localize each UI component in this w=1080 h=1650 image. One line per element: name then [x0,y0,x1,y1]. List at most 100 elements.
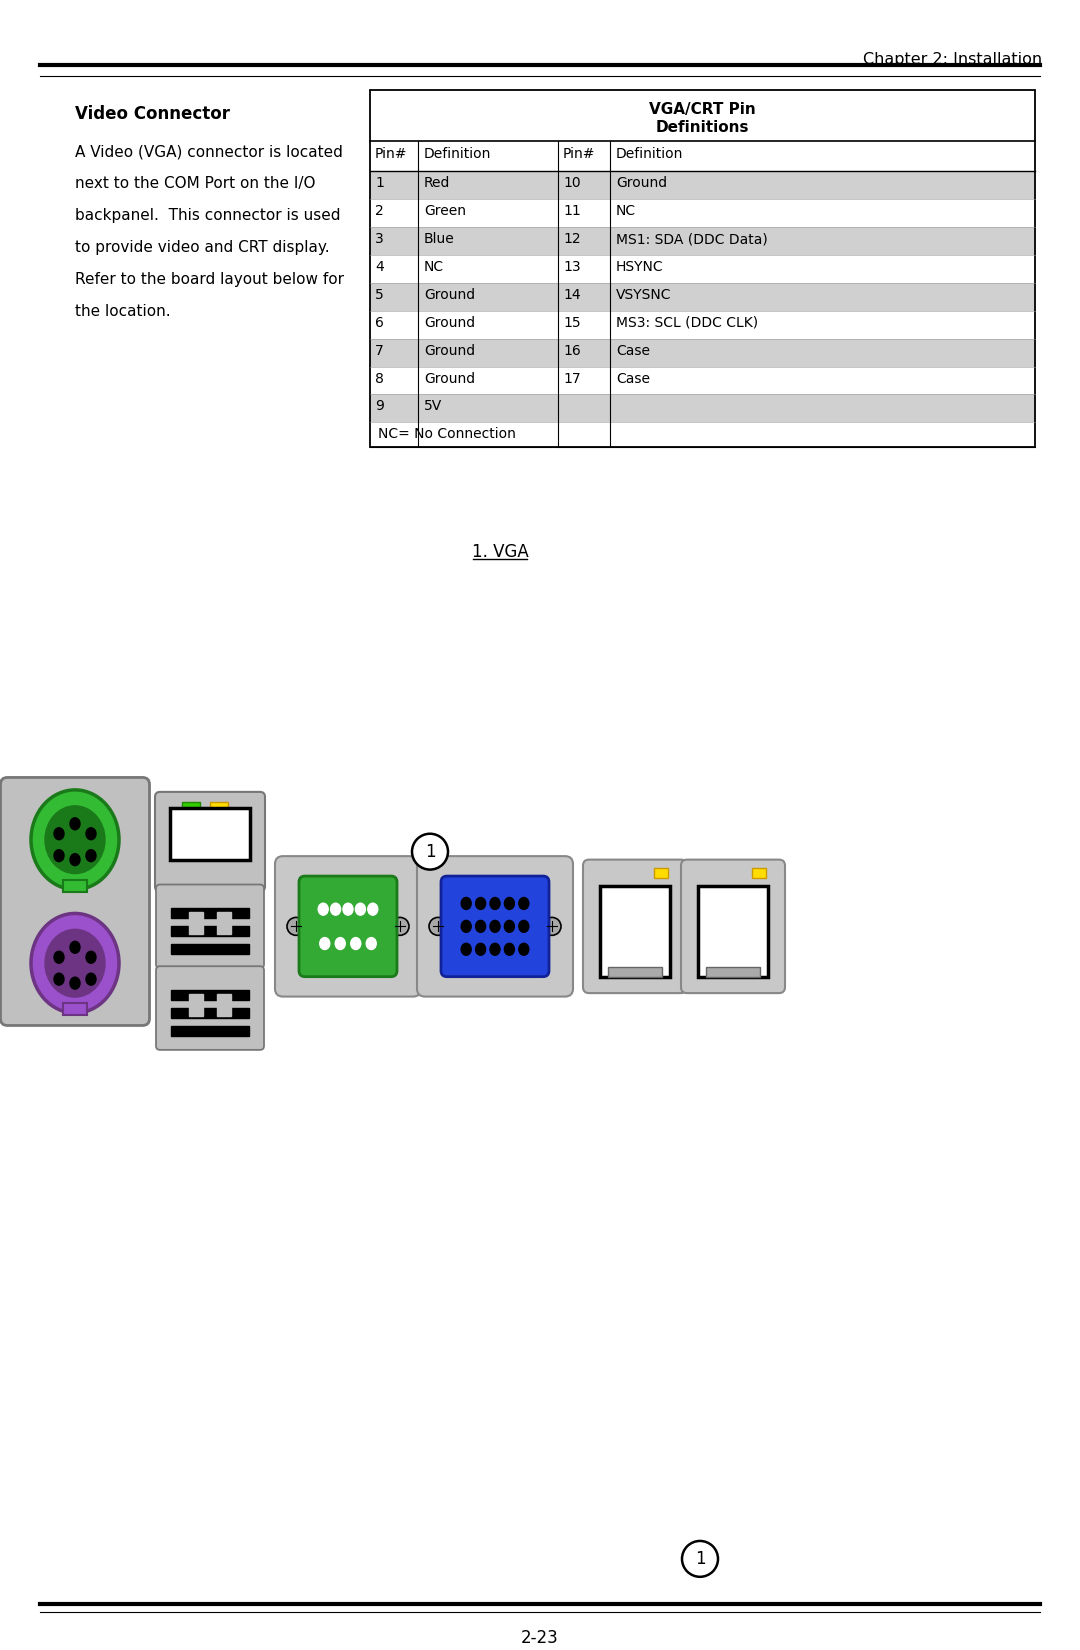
Bar [370,338,1035,366]
Ellipse shape [518,944,529,955]
Bar [752,868,766,878]
Text: 1. VGA: 1. VGA [472,543,528,561]
Ellipse shape [70,853,80,866]
Ellipse shape [518,898,529,909]
Ellipse shape [475,898,486,909]
Bar [171,1008,249,1018]
Text: 16: 16 [563,343,581,358]
Text: Ground: Ground [424,371,475,386]
Text: Ground: Ground [424,287,475,302]
Bar [63,879,87,891]
Ellipse shape [45,929,105,997]
Ellipse shape [490,898,500,909]
Text: Case: Case [616,371,650,386]
Text: Ground: Ground [616,177,667,190]
Ellipse shape [461,944,471,955]
Text: Definition: Definition [616,147,684,162]
Text: Green: Green [424,205,465,218]
Bar [189,993,203,1016]
FancyBboxPatch shape [156,884,264,969]
Text: 9: 9 [375,399,383,414]
Text: Video Connector: Video Connector [75,104,230,122]
Text: NC= No Connection: NC= No Connection [378,427,516,441]
Text: Red: Red [424,177,450,190]
Bar [217,912,231,934]
Text: 14: 14 [563,287,581,302]
Bar [370,89,1035,142]
Text: 3: 3 [375,233,383,246]
Text: 6: 6 [375,315,383,330]
Ellipse shape [45,805,105,873]
Bar [183,802,200,817]
Text: 15: 15 [563,315,581,330]
FancyBboxPatch shape [0,777,149,1026]
Ellipse shape [490,944,500,955]
Ellipse shape [54,952,64,964]
Text: 2: 2 [375,205,383,218]
Text: Definitions: Definitions [656,119,750,135]
Bar [217,993,231,1016]
Bar [370,256,1035,282]
Ellipse shape [86,952,96,964]
Ellipse shape [490,921,500,932]
Text: Case: Case [616,343,650,358]
FancyBboxPatch shape [441,876,549,977]
Bar [63,1003,87,1015]
Bar [210,802,228,817]
Circle shape [543,917,561,936]
Text: the location.: the location. [75,304,171,318]
Text: Refer to the board layout below for: Refer to the board layout below for [75,272,345,287]
Text: to provide video and CRT display.: to provide video and CRT display. [75,239,329,256]
Bar [370,422,1035,447]
Ellipse shape [70,977,80,988]
FancyBboxPatch shape [275,856,421,997]
Bar [370,228,1035,256]
Ellipse shape [70,940,80,954]
Ellipse shape [54,828,64,840]
Bar [170,808,249,860]
Text: next to the COM Port on the I/O: next to the COM Port on the I/O [75,177,315,191]
Text: 12: 12 [563,233,581,246]
FancyBboxPatch shape [156,967,264,1049]
Ellipse shape [351,937,361,949]
Ellipse shape [475,944,486,955]
Bar [370,310,1035,338]
Bar [654,868,669,878]
Ellipse shape [366,937,376,949]
Bar [370,394,1035,422]
Bar [370,172,1035,200]
Text: VSYSNC: VSYSNC [616,287,672,302]
Ellipse shape [518,921,529,932]
Text: 8: 8 [375,371,383,386]
Ellipse shape [504,944,514,955]
Circle shape [411,833,448,870]
Bar [171,1026,249,1036]
Circle shape [429,917,447,936]
Text: 11: 11 [563,205,581,218]
Ellipse shape [70,818,80,830]
Text: Blue: Blue [424,233,455,246]
FancyBboxPatch shape [417,856,573,997]
Text: 2-23: 2-23 [522,1629,558,1647]
Bar [370,200,1035,228]
Ellipse shape [31,790,119,889]
Text: NC: NC [424,261,444,274]
Text: A Video (VGA) connector is located: A Video (VGA) connector is located [75,145,342,160]
Bar [171,926,249,936]
Bar [608,967,662,977]
Circle shape [391,917,409,936]
Bar [698,886,768,977]
FancyBboxPatch shape [583,860,687,993]
Text: HSYNC: HSYNC [616,261,663,274]
Circle shape [287,917,305,936]
Circle shape [681,1541,718,1577]
Bar [370,366,1035,394]
Ellipse shape [330,903,340,916]
Bar [600,886,670,977]
Text: Pin#: Pin# [375,147,407,162]
FancyBboxPatch shape [681,860,785,993]
Ellipse shape [475,921,486,932]
Ellipse shape [355,903,365,916]
Ellipse shape [368,903,378,916]
Text: 5V: 5V [424,399,442,414]
